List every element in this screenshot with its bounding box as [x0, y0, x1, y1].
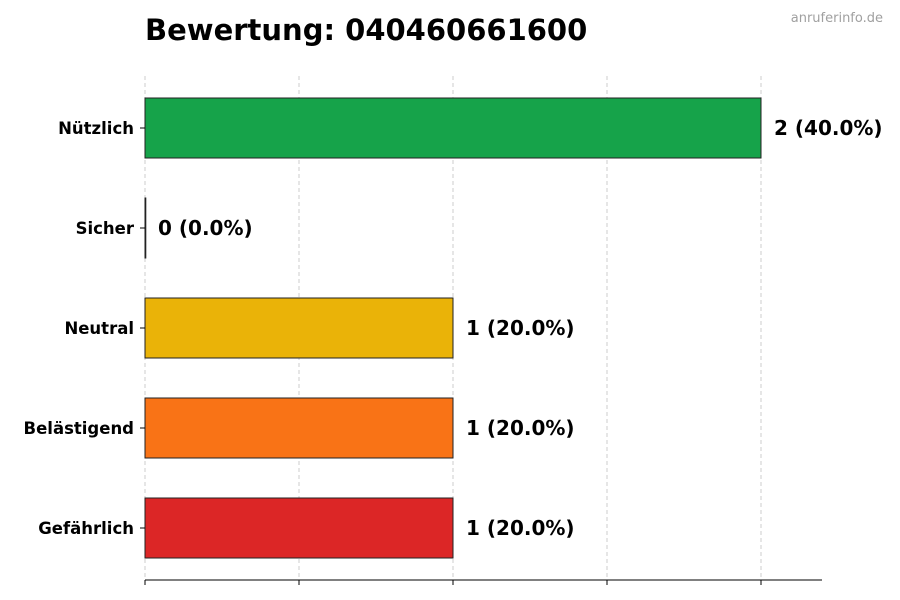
bar: [144, 197, 147, 259]
value-label: 1 (20.0%): [466, 316, 575, 340]
category-label: Belästigend: [24, 419, 134, 438]
watermark: anruferinfo.de: [791, 11, 883, 26]
bar: [144, 97, 762, 159]
value-percent: (20.0%): [480, 316, 575, 340]
value-label: 1 (20.0%): [466, 416, 575, 440]
value-labels: 2 (40.0%)0 (0.0%)1 (20.0%)1 (20.0%)1 (20…: [158, 116, 883, 540]
value-percent: (20.0%): [480, 516, 575, 540]
category-label: Nützlich: [58, 119, 134, 138]
value-label: 0 (0.0%): [158, 216, 253, 240]
bar: [144, 397, 454, 459]
value-label: 1 (20.0%): [466, 516, 575, 540]
category-labels: Nützlich Sicher Neutral Belästigend Gefährli…: [24, 119, 145, 538]
category-label: Sicher: [76, 219, 135, 238]
value-count: 1: [466, 316, 480, 340]
value-count: 1: [466, 416, 480, 440]
category-label: Gefährlich: [38, 519, 134, 538]
category-label: Neutral: [64, 319, 134, 338]
bar: [144, 297, 454, 359]
value-percent: (0.0%): [172, 216, 253, 240]
value-count: 1: [466, 516, 480, 540]
value-percent: (40.0%): [788, 116, 883, 140]
value-percent: (20.0%): [480, 416, 575, 440]
bar: [144, 497, 454, 559]
chart-title: Bewertung: 040460661600: [145, 13, 587, 47]
value-label: 2 (40.0%): [774, 116, 883, 140]
value-count: 2: [774, 116, 788, 140]
x-axis: [144, 579, 822, 585]
value-count: 0: [158, 216, 172, 240]
